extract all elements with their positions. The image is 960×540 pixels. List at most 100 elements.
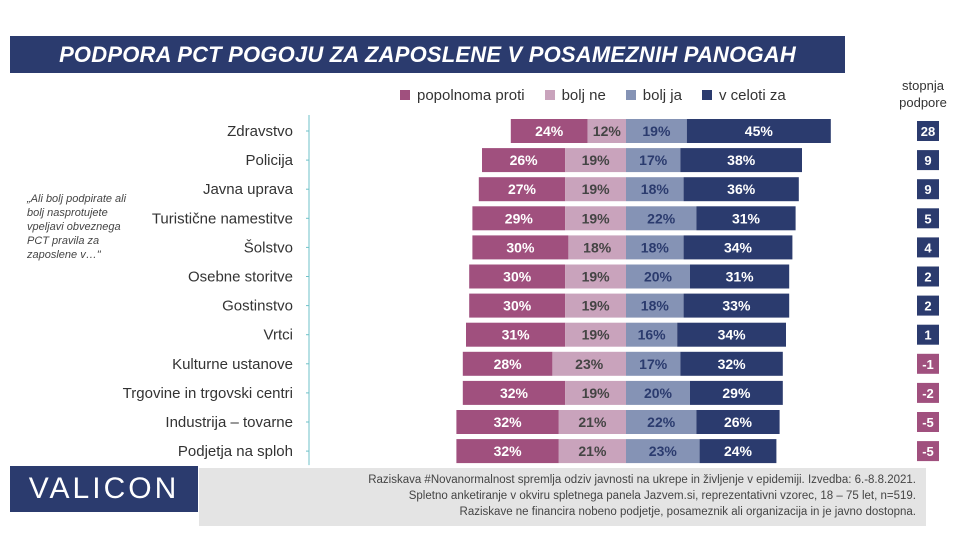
- bar-value-label: 30%: [503, 269, 532, 285]
- bar-value-label: 26%: [724, 414, 753, 430]
- bar-value-label: 24%: [535, 123, 564, 139]
- bar-value-label: 28%: [494, 356, 523, 372]
- bar-segment-popolnoma-proti: [472, 206, 566, 231]
- bar-value-label: 21%: [578, 414, 607, 430]
- support-score-value: 2: [924, 299, 931, 314]
- support-score-value: 2: [924, 270, 931, 285]
- bar-value-label: 18%: [583, 239, 612, 255]
- bar-value-label: 45%: [745, 123, 774, 139]
- bar-segment-v-celoti-za: [690, 380, 783, 405]
- bar-segment-v-celoti-za: [699, 439, 777, 464]
- bar-segment-bolj-ne: [558, 439, 626, 464]
- category-label: Zdravstvo: [227, 123, 293, 140]
- bar-segment-bolj-ne: [565, 264, 626, 289]
- bar-segment-popolnoma-proti: [462, 380, 566, 405]
- valicon-logo: VALICON: [10, 466, 198, 512]
- score-column-header: stopnja podpore: [886, 77, 960, 111]
- support-score-box: [917, 266, 939, 287]
- bar-value-label: 22%: [647, 210, 676, 226]
- bar-segment-bolj-ne: [565, 177, 626, 202]
- bar-segment-bolj-ne: [587, 119, 626, 143]
- bar-segment-bolj-ja: [626, 119, 687, 143]
- bar-value-label: 34%: [718, 327, 747, 343]
- legend-label: v celoti za: [718, 86, 786, 104]
- bar-value-label: 19%: [582, 327, 611, 343]
- legend: popolnoma proti bolj ne bolj ja v celoti za: [400, 84, 806, 106]
- bar-segment-v-celoti-za: [680, 351, 783, 376]
- category-label: Industrija – tovarne: [165, 414, 293, 431]
- bar-segment-popolnoma-proti: [456, 410, 559, 434]
- bar-value-label: 31%: [726, 269, 755, 285]
- score-header-line2: podpore: [899, 95, 947, 110]
- legend-label: bolj ne: [561, 86, 606, 104]
- bar-value-label: 32%: [718, 356, 747, 372]
- bar-value-label: 29%: [722, 385, 751, 401]
- bar-segment-bolj-ja: [626, 293, 684, 318]
- support-score-value: 5: [924, 211, 931, 226]
- support-score-box: [917, 237, 939, 258]
- chart-title: PODPORA PCT POGOJU ZA ZAPOSLENE V POSAME…: [59, 41, 796, 67]
- bar-value-label: 19%: [582, 385, 611, 401]
- bar-value-label: 19%: [582, 269, 611, 285]
- category-label: Turistične namestitve: [152, 210, 293, 227]
- bar-segment-v-celoti-za: [696, 410, 780, 434]
- bar-segment-bolj-ne: [565, 322, 626, 347]
- bar-value-label: 30%: [503, 298, 532, 314]
- legend-item-v-celoti-za: v celoti za: [701, 86, 786, 104]
- bar-value-label: 17%: [639, 356, 668, 372]
- bar-segment-v-celoti-za: [683, 177, 799, 202]
- category-label: Šolstvo: [244, 239, 293, 256]
- bar-segment-bolj-ja: [626, 148, 681, 173]
- support-score-value: 9: [924, 153, 931, 168]
- bar-value-label: 27%: [508, 181, 537, 197]
- bar-segment-popolnoma-proti: [462, 351, 553, 376]
- bar-value-label: 20%: [644, 385, 673, 401]
- bar-segment-v-celoti-za: [680, 148, 802, 173]
- bar-segment-popolnoma-proti: [472, 235, 569, 260]
- support-score-box: [917, 208, 939, 229]
- category-label: Osebne storitve: [188, 269, 293, 286]
- support-score-value: -5: [922, 444, 934, 459]
- bar-segment-v-celoti-za: [686, 119, 831, 143]
- bar-segment-bolj-ne: [568, 235, 626, 260]
- support-score-box: [917, 150, 939, 171]
- bar-value-label: 32%: [500, 385, 529, 401]
- support-score-box: [917, 179, 939, 200]
- legend-swatch: [544, 90, 555, 100]
- bar-segment-v-celoti-za: [690, 264, 790, 289]
- bar-segment-bolj-ja: [626, 177, 684, 202]
- bar-segment-v-celoti-za: [683, 293, 790, 318]
- bar-value-label: 16%: [638, 327, 667, 343]
- bar-segment-bolj-ja: [626, 264, 690, 289]
- support-score-box: [917, 441, 939, 462]
- score-header-line1: stopnja: [902, 78, 944, 93]
- bar-value-label: 19%: [582, 181, 611, 197]
- legend-label: bolj ja: [642, 86, 682, 104]
- support-score-value: -5: [922, 415, 934, 430]
- support-score-value: -2: [922, 386, 934, 401]
- category-label: Kulturne ustanove: [172, 356, 293, 373]
- bar-segment-popolnoma-proti: [478, 177, 566, 202]
- legend-item-bolj-ne: bolj ne: [544, 86, 606, 104]
- bar-segment-bolj-ne: [565, 293, 626, 318]
- bar-value-label: 23%: [649, 443, 678, 459]
- bar-segment-bolj-ne: [558, 410, 626, 434]
- footnote-line-3: Raziskave ne financira nobeno podjetje, …: [459, 506, 916, 518]
- category-label: Policija: [245, 152, 293, 169]
- support-score-box: [917, 324, 939, 345]
- bar-value-label: 38%: [727, 152, 756, 168]
- legend-item-popolnoma-proti: popolnoma proti: [400, 87, 525, 104]
- bar-segment-popolnoma-proti: [469, 293, 566, 318]
- bar-segment-bolj-ja: [626, 235, 684, 260]
- category-label: Javna uprava: [203, 181, 294, 198]
- bar-value-label: 32%: [494, 414, 523, 430]
- bar-segment-bolj-ja: [626, 351, 681, 376]
- support-score-box: [917, 121, 939, 141]
- category-label: Gostinstvo: [222, 298, 293, 315]
- support-score-box: [917, 412, 939, 432]
- category-label: Vrtci: [264, 327, 293, 344]
- legend-item-bolj-ja: bolj ja: [625, 86, 682, 104]
- bar-value-label: 18%: [641, 239, 670, 255]
- title-bar: PODPORA PCT POGOJU ZA ZAPOSLENE V POSAME…: [10, 36, 845, 73]
- bar-segment-popolnoma-proti: [469, 264, 566, 289]
